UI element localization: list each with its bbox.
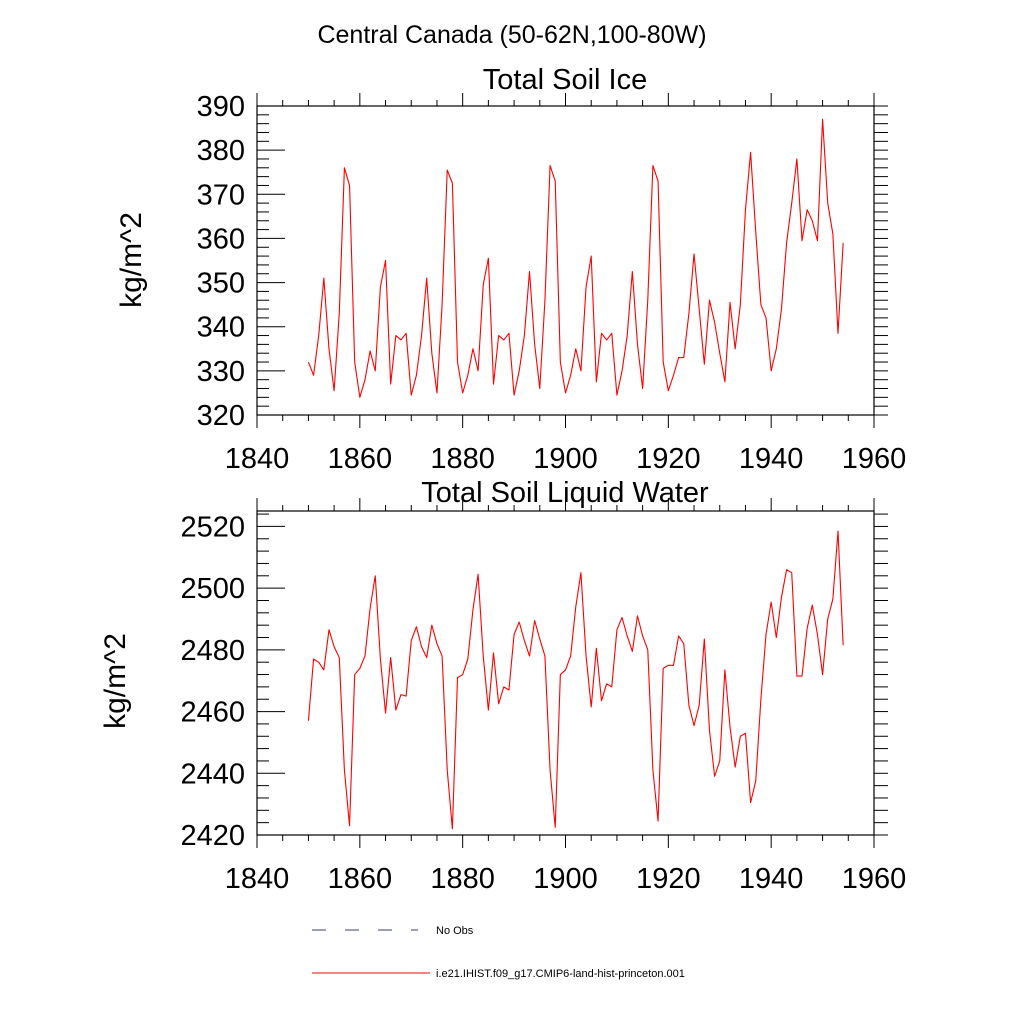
y-tick-label: 2420 <box>180 820 245 852</box>
y-tick-label: 350 <box>197 268 245 300</box>
y-axis-label: kg/m^2 <box>99 633 132 729</box>
series-group <box>307 118 844 398</box>
legend-label-no-obs: No Obs <box>436 925 474 937</box>
y-tick-label: 390 <box>197 91 245 123</box>
legend-label-model: i.e21.IHIST.f09_g17.CMIP6-land-hist-prin… <box>436 968 685 980</box>
series-group <box>307 530 844 830</box>
legend: No Obs i.e21.IHIST.f09_g17.CMIP6-land-hi… <box>312 925 685 980</box>
x-tick-label: 1940 <box>739 863 804 895</box>
y-tick-label: 360 <box>197 223 245 255</box>
plot-frame <box>256 510 875 836</box>
chart-soil-ice: Total Soil Ice kg/m^2 1840 1860 1880 1900 19… <box>115 64 906 475</box>
series-line <box>307 530 844 830</box>
x-tick-label: 1940 <box>739 443 804 475</box>
y-tick-label: 370 <box>197 179 245 211</box>
page-title: Central Canada (50-62N,100-80W) <box>317 21 706 49</box>
plot-frame <box>256 105 875 416</box>
x-tick-label: 1880 <box>430 863 495 895</box>
y-tick-label: 2520 <box>180 511 245 543</box>
chart-title: Total Soil Ice <box>483 64 647 96</box>
y-axis-label: kg/m^2 <box>115 212 148 308</box>
y-tick-label: 2440 <box>180 758 245 790</box>
x-tick-label: 1960 <box>842 443 907 475</box>
y-tick-label: 2460 <box>180 697 245 729</box>
x-tick-label: 1960 <box>842 863 907 895</box>
y-tick-label: 2480 <box>180 635 245 667</box>
x-tick-label: 1840 <box>225 443 290 475</box>
y-tick-label: 340 <box>197 312 245 344</box>
x-tick-label: 1840 <box>225 863 290 895</box>
axis-ticks: 1840 1860 1880 1900 1920 1940 1960 2420 2440 2460… <box>180 498 906 895</box>
x-tick-label: 1900 <box>533 863 598 895</box>
y-tick-label: 320 <box>197 400 245 432</box>
axis-ticks: 1840 1860 1880 1900 1920 1940 1960 320 330 340 350… <box>197 91 907 475</box>
series-line <box>307 118 844 398</box>
x-tick-label: 1860 <box>328 863 393 895</box>
y-tick-label: 330 <box>197 356 245 388</box>
y-tick-label: 380 <box>197 135 245 167</box>
x-tick-label: 1920 <box>636 443 701 475</box>
x-tick-label: 1880 <box>430 443 495 475</box>
chart-soil-liquid-water: Total Soil Liquid Water kg/m^2 1840 1860 1… <box>99 477 906 895</box>
x-tick-label: 1860 <box>328 443 393 475</box>
y-tick-label: 2500 <box>180 573 245 605</box>
x-tick-label: 1900 <box>533 443 598 475</box>
x-tick-label: 1920 <box>636 863 701 895</box>
